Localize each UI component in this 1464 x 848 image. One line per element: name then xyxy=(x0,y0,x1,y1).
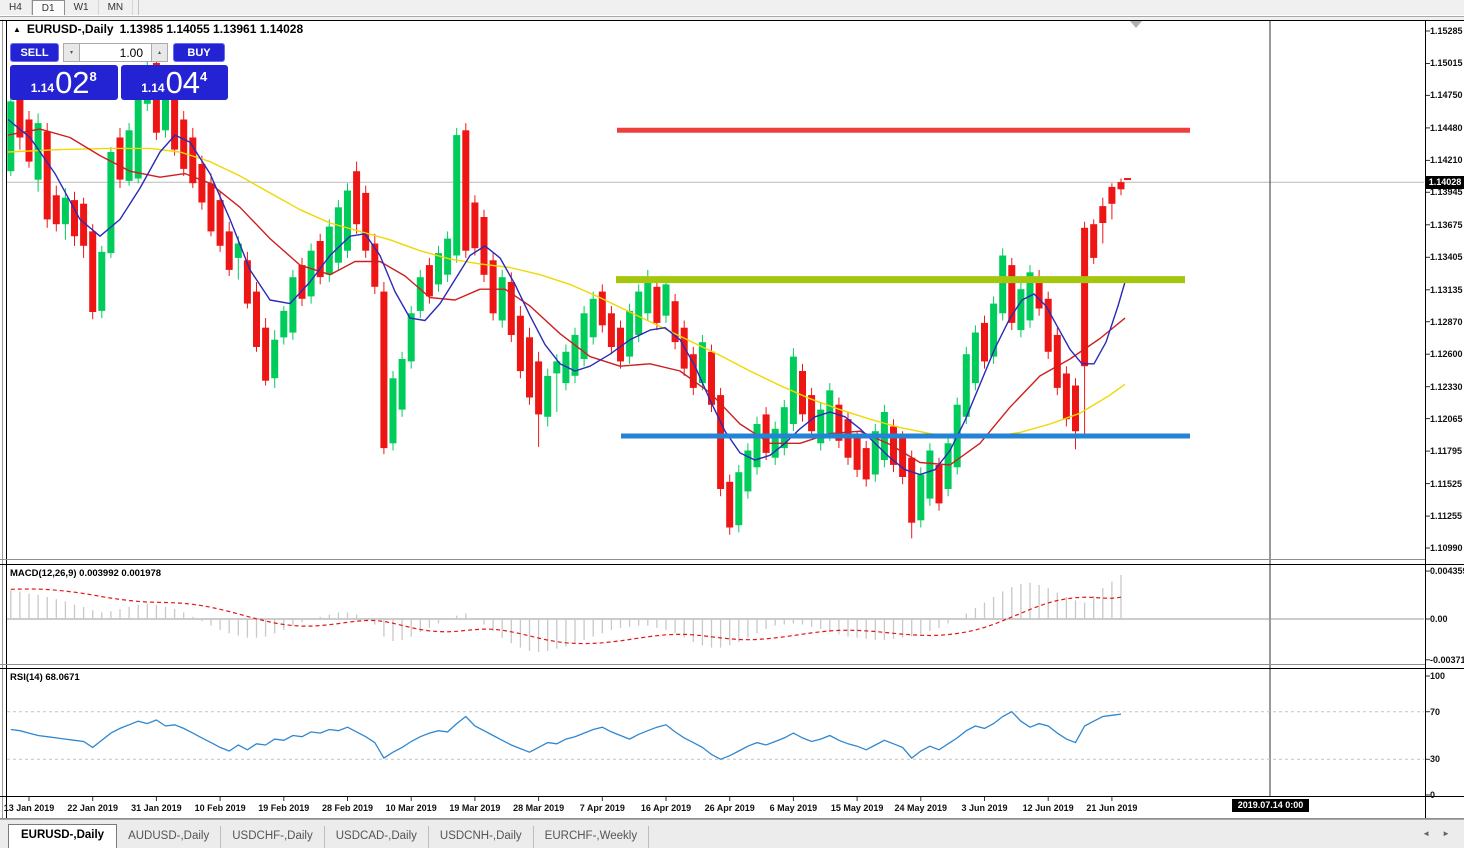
sell-price-pip: 8 xyxy=(89,69,97,84)
chart-title-row: ▲ EURUSD-,Daily 1.13985 1.14055 1.13961 … xyxy=(13,22,303,36)
time-axis-label: 24 May 2019 xyxy=(894,803,948,813)
chart-tab-eurusd-daily[interactable]: EURUSD-,Daily xyxy=(8,824,118,848)
price-axis-label: 1.11255 xyxy=(1430,511,1463,522)
toolbar-divider xyxy=(133,0,140,15)
macd-axis-label: 0.004359 xyxy=(1430,566,1464,577)
chart-client-area[interactable] xyxy=(0,20,1464,818)
rsi-axis-label: 70 xyxy=(1430,706,1441,717)
chart-tab-usdchf-daily[interactable]: USDCHF-,Daily xyxy=(221,826,325,848)
chart-symbol-period: EURUSD-,Daily xyxy=(26,22,114,36)
time-axis-label: 26 Apr 2019 xyxy=(704,803,755,813)
buy-price-small: 1.14 xyxy=(141,81,165,95)
buy-button[interactable]: BUY xyxy=(173,43,225,62)
current-bid-price-badge: 1.14028 xyxy=(1426,175,1464,189)
sell-price-small: 1.14 xyxy=(30,81,55,95)
time-axis-label: 13 Jan 2019 xyxy=(3,803,55,813)
chart-top-border xyxy=(0,20,1464,21)
toolbar-period-d1[interactable]: D1 xyxy=(31,0,65,15)
sell-button[interactable]: SELL xyxy=(10,43,59,62)
toolbar-period-mn[interactable]: MN xyxy=(99,0,134,15)
period-toolbar: H4 D1 W1 MN xyxy=(0,0,1464,15)
tab-scroll-right-icon[interactable]: ► xyxy=(1442,829,1450,838)
toolbar-highlight xyxy=(0,15,1464,16)
toolbar-period-h4[interactable]: H4 xyxy=(0,0,32,15)
time-axis-label: 10 Feb 2019 xyxy=(194,803,246,813)
time-axis-label: 28 Mar 2019 xyxy=(513,803,565,813)
time-axis-label: 12 Jun 2019 xyxy=(1022,803,1074,813)
chart-tab-audusd-daily[interactable]: AUDUSD-,Daily xyxy=(117,826,222,848)
plot-left-border xyxy=(6,21,7,818)
price-axis-label: 1.14750 xyxy=(1430,90,1463,101)
time-axis-bottom-border xyxy=(0,818,1464,819)
price-axis-label: 1.12330 xyxy=(1430,381,1463,392)
price-axis-label: 1.11795 xyxy=(1430,446,1463,457)
buy-price-big: 04 xyxy=(165,65,201,101)
rsi-axis-label: 100 xyxy=(1430,671,1446,681)
volume-increase-button[interactable]: ▴ xyxy=(151,43,168,62)
chart-tab-usdcnh-daily[interactable]: USDCNH-,Daily xyxy=(429,826,534,848)
price-axis-label: 1.14480 xyxy=(1430,122,1463,133)
one-click-trading-widget: SELL ▾ ▴ BUY 1.14 02 8 1.14 04 4 xyxy=(10,43,228,100)
chart-tab-usdcad-daily[interactable]: USDCAD-,Daily xyxy=(325,826,429,848)
time-axis-label: 22 Jan 2019 xyxy=(67,803,118,813)
price-axis-label: 1.13945 xyxy=(1430,187,1463,198)
ohlc-values: 1.13985 1.14055 1.13961 1.14028 xyxy=(119,22,304,36)
time-axis-label: 15 May 2019 xyxy=(830,803,884,813)
price-axis-border[interactable] xyxy=(1425,21,1426,818)
rsi-axis-label: 0 xyxy=(1430,790,1436,800)
sell-price-panel[interactable]: 1.14 02 8 xyxy=(10,65,118,100)
rsi-axis-label: 30 xyxy=(1430,754,1441,765)
macd-axis-label: -0.00371 xyxy=(1430,654,1464,665)
time-axis-label: 3 Jun 2019 xyxy=(961,803,1008,813)
price-axis-label: 1.14210 xyxy=(1430,155,1463,166)
rsi-top-border xyxy=(0,668,1464,669)
toolbar-shadow xyxy=(0,16,1464,17)
time-axis-label: 7 Apr 2019 xyxy=(579,803,625,813)
price-axis-label: 1.12065 xyxy=(1430,413,1463,424)
time-axis-label: 31 Jan 2019 xyxy=(131,803,182,813)
volume-input[interactable] xyxy=(80,43,151,62)
buy-price-panel[interactable]: 1.14 04 4 xyxy=(120,65,228,101)
time-axis-label: 6 May 2019 xyxy=(769,803,818,813)
price-axis-label: 1.15015 xyxy=(1430,58,1463,69)
vertical-line-time-badge: 2019.07.14 0:00 xyxy=(1232,799,1309,812)
price-axis-label: 1.12870 xyxy=(1430,316,1463,327)
time-axis-label: 28 Feb 2019 xyxy=(321,803,374,813)
time-axis-label: 19 Mar 2019 xyxy=(449,803,501,813)
macd-rsi-splitter[interactable] xyxy=(0,664,1425,665)
symbol-tab-bar: EURUSD-,Daily AUDUSD-,Daily USDCHF-,Daily U… xyxy=(0,819,1464,848)
volume-decrease-button[interactable]: ▾ xyxy=(63,43,80,62)
chart-tab-eurchf-weekly[interactable]: EURCHF-,Weekly xyxy=(534,826,650,848)
price-axis-label: 1.13675 xyxy=(1430,219,1463,230)
price-axis-label: 1.12600 xyxy=(1430,349,1463,360)
rsi-bottom-border xyxy=(0,796,1464,797)
price-axis-label: 1.13135 xyxy=(1430,284,1463,295)
buy-price-pip: 4 xyxy=(200,69,208,84)
price-axis-label: 1.11525 xyxy=(1430,478,1463,489)
main-macd-splitter[interactable] xyxy=(0,559,1425,560)
tab-scroll-left-icon[interactable]: ◄ xyxy=(1422,829,1430,838)
macd-indicator-label: MACD(12,26,9) 0.003992 0.001978 xyxy=(10,568,162,579)
price-axis-label: 1.13405 xyxy=(1430,252,1463,263)
collapse-triangle-icon[interactable]: ▲ xyxy=(13,24,21,34)
price-axis-label: 1.15285 xyxy=(1430,26,1463,36)
time-axis-label: 10 Mar 2019 xyxy=(385,803,437,813)
sell-price-big: 02 xyxy=(55,65,90,101)
time-axis-label: 21 Jun 2019 xyxy=(1086,803,1138,813)
toolbar-period-w1[interactable]: W1 xyxy=(65,0,99,15)
chart-shift-marker xyxy=(1130,21,1142,28)
time-axis-label: 16 Apr 2019 xyxy=(640,803,692,813)
time-axis-label: 19 Feb 2019 xyxy=(258,803,310,813)
rsi-indicator-label: RSI(14) 68.0671 xyxy=(10,672,80,683)
macd-top-border xyxy=(0,564,1464,565)
price-axis-label: 1.10990 xyxy=(1430,542,1463,553)
window-left-edge xyxy=(2,21,3,818)
macd-axis-label: 0.00 xyxy=(1430,614,1448,624)
